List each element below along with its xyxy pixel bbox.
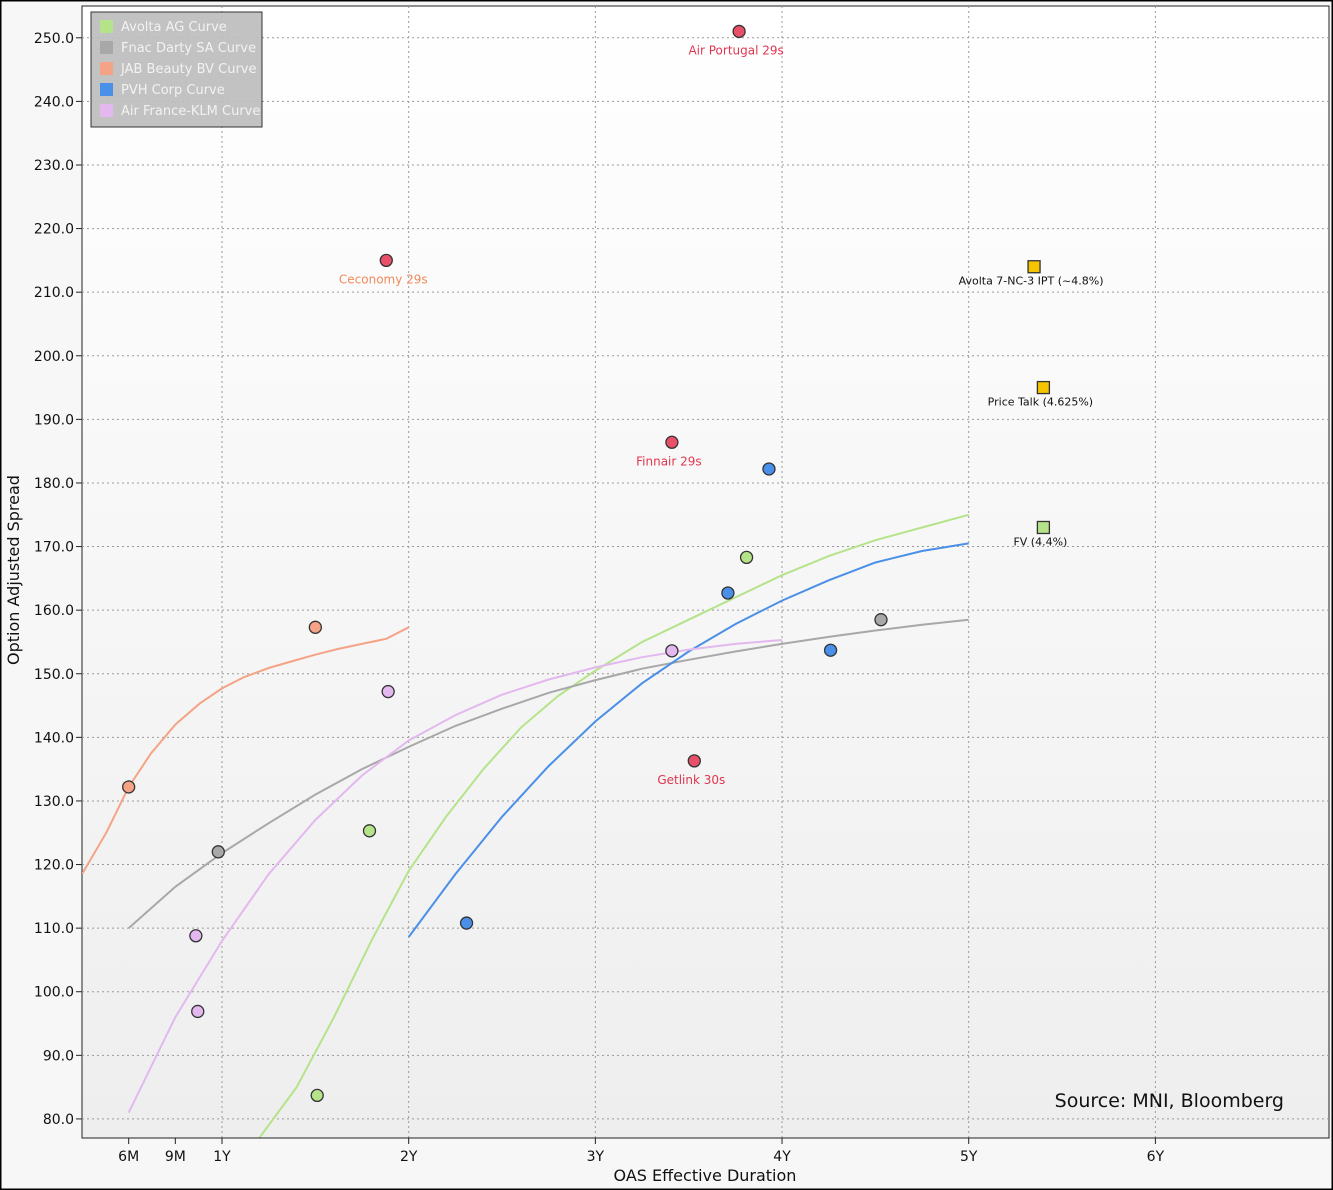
x-tick-label: 9M — [165, 1149, 186, 1165]
y-tick-label: 100.0 — [34, 985, 74, 1001]
data-point — [191, 1004, 205, 1019]
legend-box — [90, 11, 263, 128]
data-point — [665, 435, 679, 449]
y-tick-label: 180.0 — [34, 476, 74, 492]
data-point — [823, 643, 838, 657]
data-point — [310, 1088, 324, 1103]
y-tick-label: 130.0 — [34, 794, 74, 810]
point-label: Air Portugal 29s — [688, 43, 783, 57]
y-tick-label: 250.0 — [34, 31, 74, 47]
data-point — [732, 24, 746, 39]
data-point — [687, 754, 701, 768]
legend-swatch — [100, 104, 113, 117]
y-tick-label: 120.0 — [34, 858, 74, 874]
y-tick-label: 240.0 — [34, 94, 74, 110]
legend-label: PVH Corp Curve — [121, 83, 225, 98]
data-point — [721, 586, 735, 600]
data-point — [379, 253, 393, 268]
series-curve — [82, 626, 410, 875]
data-point — [762, 462, 776, 476]
data-points: Air Portugal 29s Ceconomy 29s Finnair 29s G… — [122, 24, 1104, 1103]
series-curve — [258, 513, 969, 1138]
plot-area — [81, 5, 1330, 1139]
y-tick-label: 140.0 — [34, 730, 74, 746]
legend-label: Avolta AG Curve — [121, 20, 227, 35]
x-tick-label: 6Y — [1147, 1149, 1165, 1165]
data-point — [211, 845, 225, 859]
y-tick-label: 210.0 — [34, 285, 74, 301]
y-tick-label: 170.0 — [34, 540, 74, 556]
data-point — [739, 550, 754, 565]
y-tick-label: 90.0 — [43, 1048, 74, 1064]
y-tick-label: 150.0 — [34, 667, 74, 683]
y-tick-label: 110.0 — [34, 921, 74, 937]
grid — [82, 6, 1329, 1138]
legend-swatch — [100, 20, 113, 33]
y-tick-label: 220.0 — [34, 222, 74, 238]
data-point — [381, 684, 395, 699]
y-tick-label: 200.0 — [34, 349, 74, 365]
data-point — [308, 620, 322, 634]
y-tick-label: 190.0 — [34, 412, 74, 428]
x-tick-label: 3Y — [587, 1149, 605, 1165]
data-point — [874, 613, 888, 627]
axes: 80.0 90.0 100.0 110.0 120.0 130.0 140.0 150.0 16… — [34, 31, 1165, 1165]
series-curve — [128, 618, 969, 929]
point-label: FV (4.4%) — [1013, 535, 1067, 548]
point-label: Finnair 29s — [636, 454, 702, 468]
x-tick-label: 2Y — [400, 1149, 418, 1165]
source-note: Source: MNI, Bloomberg — [1055, 1090, 1284, 1112]
square-marker — [1036, 520, 1051, 535]
legend-swatch — [100, 41, 113, 54]
data-point — [665, 644, 679, 658]
square-marker — [1036, 380, 1051, 395]
series-curve — [407, 542, 969, 938]
x-tick-label: 1Y — [213, 1149, 231, 1165]
data-point — [189, 929, 203, 943]
point-label: Ceconomy 29s — [339, 272, 428, 286]
data-point — [122, 780, 136, 794]
point-label: Avolta 7-NC-3 IPT (~4.8%) — [959, 275, 1104, 288]
point-label: Getlink 30s — [657, 773, 725, 787]
x-axis-title: OAS Effective Duration — [614, 1166, 797, 1185]
data-point — [459, 916, 474, 930]
data-point — [362, 824, 377, 838]
y-tick-label: 80.0 — [43, 1112, 74, 1128]
legend-label: JAB Beauty BV Curve — [120, 62, 257, 77]
legend-swatch — [100, 83, 113, 96]
y-tick-label: 230.0 — [34, 158, 74, 174]
legend-label: Air France-KLM Curve — [121, 104, 260, 119]
y-axis-title: Option Adjusted Spread — [4, 475, 23, 665]
legend-label: Fnac Darty SA Curve — [121, 41, 256, 56]
square-marker — [1027, 260, 1041, 274]
legend: Avolta AG Curve Fnac Darty SA Curve JAB Be… — [90, 11, 263, 128]
y-tick-label: 160.0 — [34, 603, 74, 619]
legend-swatch — [100, 62, 113, 75]
point-label: Price Talk (4.625%) — [988, 396, 1093, 409]
x-tick-label: 5Y — [960, 1149, 978, 1165]
x-tick-label: 6M — [118, 1149, 139, 1165]
x-tick-label: 4Y — [773, 1149, 791, 1165]
